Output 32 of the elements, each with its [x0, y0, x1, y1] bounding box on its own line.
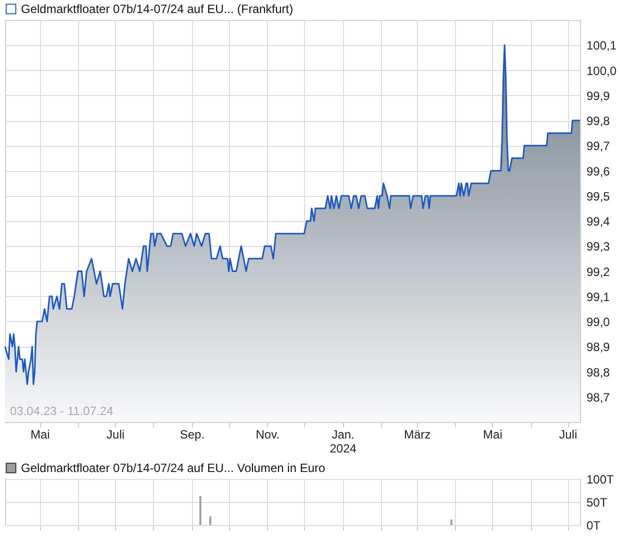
legend-label: Geldmarktfloater 07b/14-07/24 auf EU... (Frankfurt) — [21, 2, 294, 16]
y-tick-label: 98,7 — [586, 390, 610, 404]
y-tick-label: 99,3 — [586, 240, 610, 254]
y-tick-label: 99,9 — [586, 88, 610, 103]
y-tick-label: 99,7 — [586, 139, 610, 154]
y-tick-label: 99,4 — [586, 214, 610, 228]
x-tick-label: März — [404, 428, 431, 442]
y-tick-label: 99,2 — [586, 264, 610, 279]
x-tick-label: Mai — [483, 428, 502, 442]
y-tick-label: 0T — [586, 518, 602, 532]
x-tick-label: Sep. — [180, 428, 205, 442]
bar — [450, 519, 452, 525]
y-tick-label: 99,5 — [586, 189, 610, 204]
y-tick-label: 99,0 — [586, 315, 610, 329]
y-tick-label: 98,9 — [586, 340, 610, 354]
x-tick-label: Jan. 2024 — [330, 428, 357, 456]
y-tick-label: 100T — [586, 472, 615, 486]
y-tick-label: 99,6 — [586, 164, 610, 178]
x-tick-label: Nov. — [256, 428, 280, 442]
y-tick-label: 99,1 — [586, 290, 610, 304]
y-tick-label: 50T — [586, 496, 608, 510]
annotation: 03.04.23 - 11.07.24 — [10, 404, 114, 418]
legend-label: Geldmarktfloater 07b/14-07/24 auf EU... Volumen in Euro — [21, 461, 326, 475]
x-tick-label: Juli — [106, 428, 125, 442]
y-tick-label: 98,8 — [586, 365, 610, 380]
y-tick-label: 100,0 — [586, 64, 617, 78]
x-tick-label: Mai — [30, 428, 50, 442]
y-tick-label: 100,1 — [586, 38, 617, 53]
bar — [199, 496, 202, 525]
bar — [209, 516, 212, 525]
x-tick-label: Juli — [559, 428, 578, 442]
y-tick-label: 99,8 — [586, 114, 610, 128]
